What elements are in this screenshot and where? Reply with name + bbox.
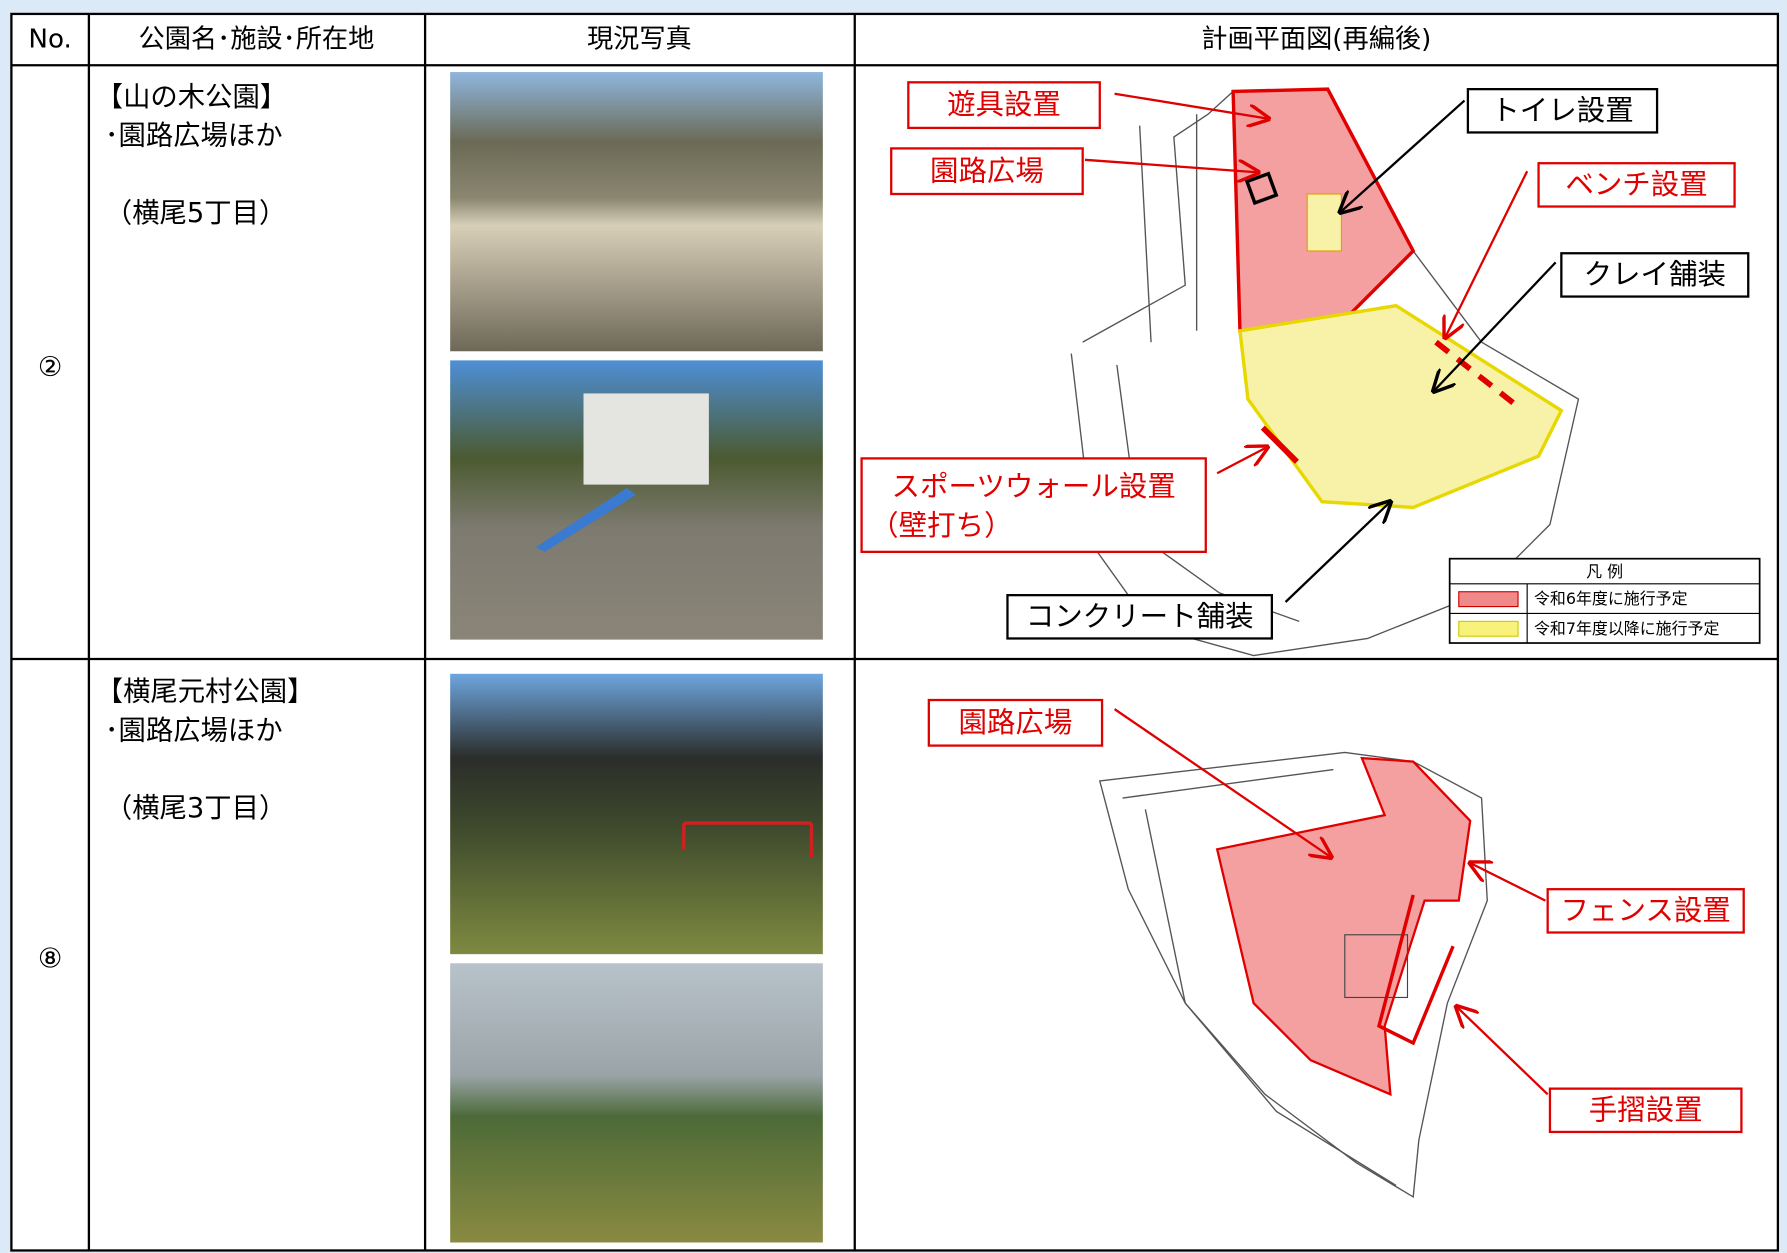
wall-mark [1260, 425, 1299, 464]
legend-item: 令和7年度以降に施行予定 [1534, 619, 1720, 638]
arrows [1084, 92, 1557, 603]
photo [450, 673, 823, 955]
photo-building [583, 393, 709, 485]
plan-label: ベンチ設置 [1565, 168, 1707, 201]
label-box [1548, 1087, 1743, 1134]
row-no: ② [38, 352, 63, 383]
facility: ･園路広場ほか [105, 121, 283, 152]
header-cell: No. [28, 25, 72, 55]
label-box [907, 81, 1101, 130]
plan-label: スポーツウォール設置 [892, 470, 1176, 503]
location: （横尾3丁目） [105, 793, 286, 824]
photo-swing [682, 821, 814, 858]
handrail-mark [1376, 894, 1455, 1046]
site-plan [1070, 87, 1580, 657]
table-grid [11, 13, 1778, 1251]
header-cell: 計画平面図(再編後) [1201, 25, 1431, 55]
location: （横尾5丁目） [105, 198, 286, 229]
legend: 凡 例 令和6年度に施行予定 令和7年度以降に施行予定 [1448, 557, 1761, 644]
plan-label: 園路広場 [958, 706, 1072, 739]
header-cell: 公園名･施設･所在地 [139, 25, 375, 55]
plan-label: コンクリート舗装 [1026, 600, 1254, 633]
photo [450, 72, 823, 352]
label-box [1537, 162, 1736, 208]
area-fy6 [1215, 756, 1472, 1097]
plan-label: （壁打ち） [870, 509, 1012, 542]
arrows [1113, 708, 1549, 1096]
bench-mark [1434, 339, 1518, 408]
label-box [1560, 252, 1750, 298]
header-cell: 現況写真 [587, 25, 692, 55]
site-plan [1098, 751, 1488, 1199]
plan-label: トイレ設置 [1491, 94, 1633, 127]
label-box [1006, 594, 1274, 640]
plan-label: 園路広場 [930, 154, 1044, 187]
plan-label: 手摺設置 [1589, 1093, 1703, 1126]
label-box [927, 698, 1104, 747]
legend-title: 凡 例 [1586, 562, 1623, 581]
row-no: ⑧ [38, 943, 63, 974]
structure [1344, 934, 1409, 999]
plan-label: クレイ舗装 [1584, 258, 1726, 291]
toilet [1306, 193, 1342, 252]
photo [450, 963, 823, 1243]
label-box [890, 147, 1084, 196]
plan-label: 遊具設置 [947, 88, 1061, 121]
legend-item: 令和6年度に施行予定 [1534, 589, 1688, 608]
park-name: 【山の木公園】 [96, 82, 287, 113]
facility: ･園路広場ほか [105, 715, 283, 746]
area-fy7 [1238, 303, 1564, 510]
photo-slide [535, 488, 636, 552]
label-box [1546, 888, 1745, 934]
label-box [1466, 88, 1659, 134]
label-box [860, 457, 1207, 553]
park-name: 【横尾元村公園】 [96, 677, 315, 708]
plan-label: フェンス設置 [1561, 894, 1731, 927]
